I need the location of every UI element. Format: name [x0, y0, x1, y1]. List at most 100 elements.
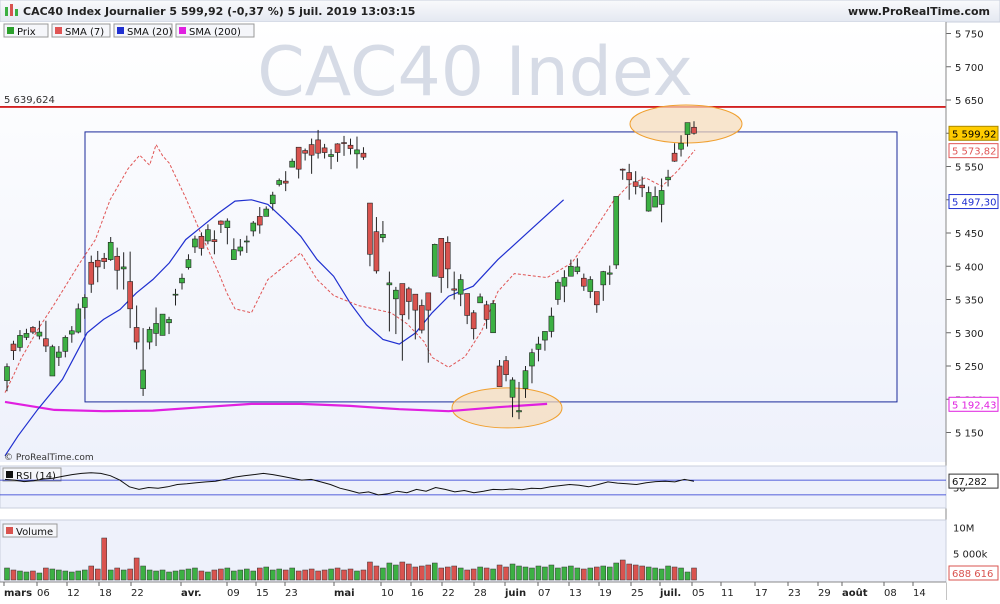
volume-value-tag: 688 616 — [948, 565, 999, 581]
volume-bar — [444, 566, 451, 581]
volume-bar — [548, 564, 555, 581]
candle-body — [477, 296, 483, 304]
candle — [509, 377, 516, 418]
candle — [256, 207, 263, 234]
candle-body — [114, 255, 120, 271]
candle-body — [295, 146, 302, 170]
legend-item[interactable]: Prix — [3, 23, 49, 38]
legend-item[interactable]: SMA (20) — [113, 23, 173, 38]
candle — [431, 243, 438, 277]
candle — [399, 283, 406, 361]
candle — [211, 230, 218, 255]
website-link[interactable]: www.ProRealTime.com — [848, 5, 990, 18]
volume-bar — [17, 570, 23, 581]
rsi-line — [4, 472, 695, 496]
volume-bar — [419, 565, 425, 581]
candle — [36, 320, 43, 340]
candle — [652, 186, 658, 208]
volume-bar — [146, 569, 153, 581]
x-tick-label: 15 — [256, 588, 269, 599]
candle — [600, 270, 607, 301]
candle-body — [302, 150, 308, 154]
volume-bar — [263, 566, 269, 581]
candle-body — [438, 238, 445, 278]
candle-body — [684, 122, 691, 135]
y-tick-label: 5 250 — [955, 362, 984, 373]
candle-body — [464, 293, 470, 316]
x-axis: mars 06 12 18 22 avr. 09 15 23 mai 10 16 22 28 juin 07 1… — [3, 582, 926, 599]
candle — [49, 344, 56, 377]
candle — [10, 340, 17, 361]
legend-swatch-icon — [7, 27, 14, 34]
candle-body — [373, 231, 380, 272]
candle — [542, 331, 548, 351]
candle-body — [399, 283, 406, 316]
candle — [81, 294, 88, 319]
legend-item[interactable]: SMA (7) — [51, 23, 111, 38]
rsi-value-box — [948, 473, 999, 489]
candle-body — [367, 202, 373, 255]
candle — [496, 360, 503, 387]
candle-body — [140, 369, 146, 389]
candle-body — [516, 410, 522, 413]
candle — [114, 247, 120, 290]
x-tick-label: 13 — [569, 588, 582, 599]
candle-body — [490, 303, 496, 334]
volume-bar — [43, 567, 49, 581]
candle-body — [503, 360, 509, 375]
candle — [341, 135, 347, 156]
price-tags: 5 599,92 5 573,82 5 497,30 5 192,43 — [948, 125, 999, 412]
volume-bar — [522, 566, 529, 581]
candle — [555, 279, 561, 305]
candle-body — [127, 281, 133, 310]
candle — [321, 143, 328, 159]
volume-bar — [574, 567, 581, 581]
volume-bar — [10, 569, 17, 581]
volume-value-text: 688 616 — [952, 569, 993, 580]
candle — [406, 286, 412, 320]
volume-bar — [244, 568, 250, 581]
candle-body — [237, 246, 244, 252]
candle — [146, 326, 153, 350]
volume-bar — [269, 569, 276, 581]
price-tag-box — [948, 194, 999, 210]
candle-body — [36, 331, 43, 337]
watermark: CAC40 Index — [257, 33, 693, 112]
candle — [166, 316, 172, 335]
candle-body — [347, 144, 354, 149]
volume-bar — [282, 569, 289, 581]
candle-body — [593, 291, 600, 306]
volume-bar — [62, 570, 69, 581]
volume-bar — [658, 568, 665, 581]
sma20-line — [4, 199, 565, 457]
volume-bar — [438, 567, 444, 581]
legend-item-box — [113, 23, 173, 38]
candle-body — [425, 292, 432, 311]
candle-body — [256, 216, 263, 226]
candle-body — [360, 152, 367, 158]
candle-body — [555, 281, 561, 300]
volume-bar — [237, 569, 244, 581]
volume-bar — [568, 565, 574, 581]
candle — [17, 330, 23, 352]
x-tick-label: 25 — [631, 588, 644, 599]
candle-body — [431, 244, 438, 277]
volume-value-box — [948, 565, 999, 581]
highlight-ellipse-low — [451, 387, 563, 429]
header-logo-icon — [5, 4, 18, 16]
x-tick-label: 16 — [411, 588, 424, 599]
volume-tab[interactable]: Volume — [2, 523, 58, 538]
candle — [69, 326, 75, 343]
x-tick-label: août — [842, 587, 868, 599]
candle-body — [198, 236, 205, 249]
candle-body — [632, 181, 639, 187]
volume-bar — [308, 568, 315, 581]
candle — [367, 202, 373, 267]
candle-body — [231, 249, 237, 260]
volume-bar — [82, 569, 88, 581]
legend-item[interactable]: SMA (200) — [175, 23, 255, 38]
x-tick-label: 17 — [755, 588, 768, 599]
candle — [23, 328, 30, 341]
volume-bar — [555, 567, 561, 581]
